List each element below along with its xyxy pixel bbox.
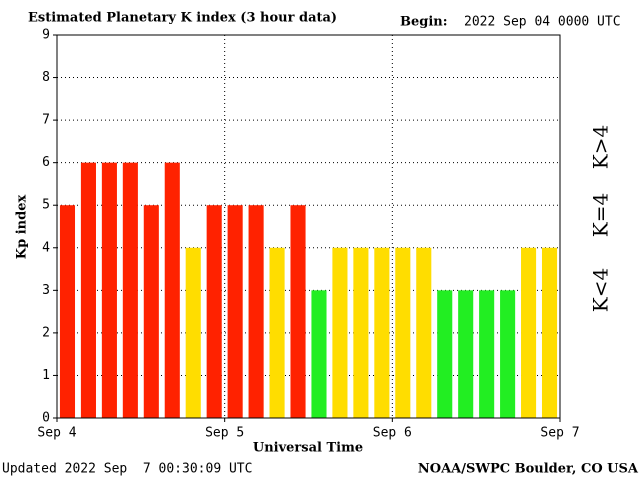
bar bbox=[332, 247, 348, 418]
legend-label: K=4 bbox=[589, 193, 613, 237]
bar bbox=[122, 162, 138, 418]
x-tick-label: Sep 6 bbox=[373, 426, 412, 441]
bar bbox=[248, 205, 264, 418]
credit-text: NOAA/SWPC Boulder, CO USA bbox=[418, 462, 639, 477]
x-axis-label: Universal Time bbox=[253, 441, 363, 456]
bar bbox=[101, 162, 117, 418]
y-tick-label: 2 bbox=[42, 325, 50, 340]
begin-value: 2022 Sep 04 0000 UTC bbox=[464, 15, 621, 30]
bar bbox=[311, 290, 327, 418]
y-tick-label: 5 bbox=[42, 198, 50, 213]
bar bbox=[164, 162, 180, 418]
begin-label: Begin: bbox=[400, 15, 448, 30]
y-tick-label: 8 bbox=[42, 70, 50, 85]
y-tick-label: 3 bbox=[42, 283, 50, 298]
bar bbox=[374, 247, 390, 418]
y-tick-label: 0 bbox=[42, 411, 50, 426]
bar bbox=[458, 290, 474, 418]
bar bbox=[541, 247, 558, 418]
bar bbox=[269, 247, 285, 418]
y-tick-label: 1 bbox=[42, 368, 50, 383]
bar bbox=[395, 247, 411, 418]
bar bbox=[500, 290, 516, 418]
y-axis-label: Kp index bbox=[15, 195, 30, 260]
legend-label: K>4 bbox=[589, 125, 613, 169]
updated-text: Updated 2022 Sep 7 00:30:09 UTC bbox=[2, 462, 252, 477]
bar bbox=[80, 162, 96, 418]
chart-title: Estimated Planetary K index (3 hour data… bbox=[28, 11, 337, 26]
bar bbox=[479, 290, 495, 418]
legend-label: K<4 bbox=[589, 268, 613, 312]
plot-frame bbox=[56, 34, 561, 419]
y-tick-label: 7 bbox=[42, 113, 50, 128]
x-tick-label: Sep 7 bbox=[540, 426, 579, 441]
bar bbox=[143, 205, 159, 418]
x-tick-label: Sep 4 bbox=[37, 426, 76, 441]
bar bbox=[185, 247, 201, 418]
bar bbox=[206, 205, 222, 418]
bar bbox=[59, 205, 76, 418]
y-tick-label: 4 bbox=[42, 240, 50, 255]
bar bbox=[227, 205, 243, 418]
bar bbox=[416, 247, 432, 418]
bar bbox=[521, 247, 537, 418]
bar bbox=[353, 247, 369, 418]
x-tick-label: Sep 5 bbox=[205, 426, 244, 441]
y-tick-label: 6 bbox=[42, 155, 50, 170]
y-tick-label: 9 bbox=[42, 28, 50, 43]
bar bbox=[290, 205, 306, 418]
bar bbox=[437, 290, 453, 418]
